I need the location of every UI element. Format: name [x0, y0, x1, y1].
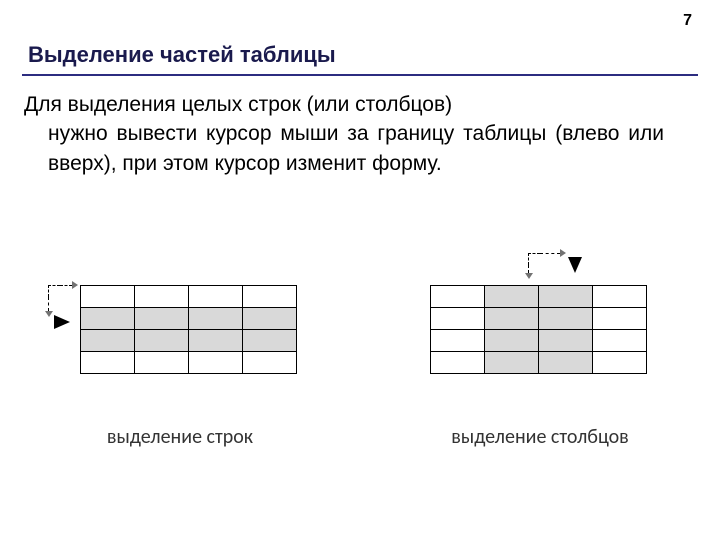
table-cell [135, 330, 189, 352]
table-cell [593, 330, 647, 352]
table-cell [135, 352, 189, 374]
table-cell [539, 286, 593, 308]
table-cell [539, 330, 593, 352]
table-cell [431, 330, 485, 352]
table-cell [243, 330, 297, 352]
table-cell [135, 308, 189, 330]
table-cell [243, 308, 297, 330]
row-selection-table [80, 285, 297, 374]
table-cell [189, 286, 243, 308]
table-cell [243, 286, 297, 308]
col-caption: выделение столбцов [451, 425, 628, 449]
table-cell [81, 308, 135, 330]
table-cell [431, 286, 485, 308]
body-text: Для выделения целых строк (или столбцов)… [24, 90, 664, 178]
table-cell [81, 330, 135, 352]
table-cell [189, 308, 243, 330]
col-selection-diagram: выделение столбцов [360, 255, 720, 449]
col-selection-table [430, 285, 647, 374]
table-cell [135, 286, 189, 308]
table-cell [189, 352, 243, 374]
table-cell [431, 308, 485, 330]
row-caption: выделение строк [107, 425, 253, 449]
table-cell [593, 308, 647, 330]
table-cell [485, 352, 539, 374]
title-underline [22, 74, 698, 76]
table-cell [81, 286, 135, 308]
col-table-wrap [400, 255, 680, 395]
table-cell [189, 330, 243, 352]
table-cell [243, 352, 297, 374]
table-cell [539, 308, 593, 330]
diagrams-row: выделение строк выделение столбцов [0, 255, 720, 449]
table-cell [593, 352, 647, 374]
table-cell [539, 352, 593, 374]
row-table-wrap [40, 255, 320, 395]
page-title: Выделение частей таблицы [28, 42, 336, 68]
row-selection-diagram: выделение строк [0, 255, 360, 449]
body-line1: Для выделения целых строк (или столбцов) [24, 93, 452, 116]
table-cell [485, 330, 539, 352]
page-number: 7 [683, 12, 692, 30]
body-rest: нужно вывести курсор мыши за границу таб… [24, 119, 664, 178]
table-cell [431, 352, 485, 374]
table-cell [81, 352, 135, 374]
table-cell [593, 286, 647, 308]
table-cell [485, 286, 539, 308]
table-cell [485, 308, 539, 330]
